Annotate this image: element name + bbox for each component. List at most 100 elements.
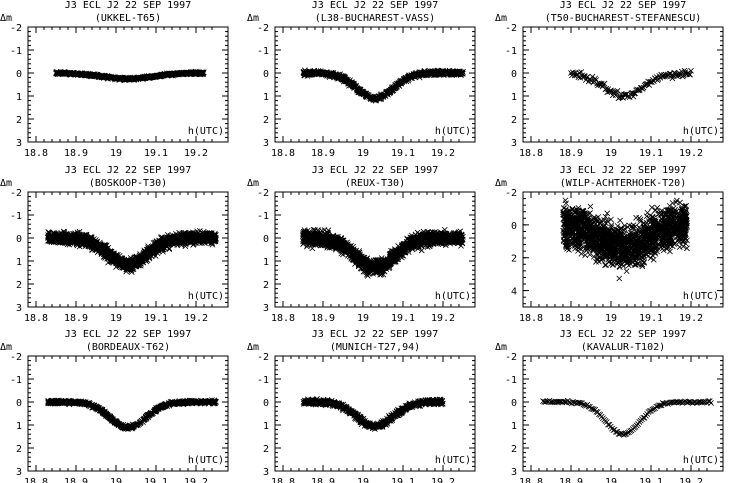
data-point [63, 71, 69, 78]
data-point [324, 71, 331, 77]
data-point [578, 69, 585, 75]
panel-title: J3 ECL J2 22 SEP 1997 [312, 0, 438, 11]
data-point [384, 89, 391, 96]
y-tick-label: 3 [511, 138, 517, 149]
data-point [343, 77, 350, 84]
x-tick-label: 19 [605, 148, 617, 159]
x-tick-label: 19.1 [144, 148, 168, 159]
data-point [303, 71, 310, 78]
panel-subtitle: (REUX-T30) [345, 178, 405, 189]
x-tick-label: 18.9 [311, 313, 335, 324]
data-point [687, 71, 693, 78]
data-point [354, 85, 360, 91]
data-point [444, 70, 451, 76]
data-point [178, 70, 185, 76]
data-points [45, 227, 219, 276]
x-axis-label: h(UTC) [188, 291, 224, 302]
x-tick-label: 19.2 [431, 148, 455, 159]
panel-title: J3 ECL J2 22 SEP 1997 [560, 0, 686, 11]
data-point [622, 91, 628, 98]
data-point [101, 74, 108, 80]
data-point [199, 71, 205, 78]
plot-frame [27, 26, 229, 143]
y-tick-label: -2 [505, 23, 517, 34]
data-point [662, 73, 668, 80]
panel-1: J3 ECL J2 22 SEP 1997 (UKKEL-T65) Δm-2 -1 0 1… [0, 0, 229, 159]
plot-frame [274, 26, 476, 143]
y-tick-label: 0 [16, 69, 22, 80]
data-point [53, 70, 60, 77]
data-points [300, 226, 466, 279]
y-tick-label: -1 [10, 46, 22, 57]
panel-title: J3 ECL J2 22 SEP 1997 [65, 0, 191, 11]
data-point [309, 69, 316, 76]
x-axis-label: h(UTC) [435, 291, 471, 302]
data-point [337, 73, 343, 80]
data-point [359, 90, 366, 97]
data-point [584, 73, 591, 80]
panel-5: J3 ECL J2 22 SEP 1997(REUX-T30)Δm-2-1012… [247, 165, 476, 324]
x-tick-label: 19.2 [184, 148, 208, 159]
panel-subtitle: (UKKEL-T65) [95, 13, 161, 24]
x-tick-label: 19 [110, 313, 122, 324]
panel-title: J3 ECL J2 22 SEP 1997 [312, 165, 438, 176]
x-tick-label: 19 [357, 148, 369, 159]
y-axis-label: Δm [0, 13, 12, 24]
data-point [89, 73, 96, 80]
panel-title: J3 ECL J2 22 SEP 1997 [65, 165, 191, 176]
y-tick-label: 1 [511, 92, 517, 103]
data-point [686, 71, 693, 78]
y-tick-label: -1 [257, 211, 269, 222]
data-point [432, 72, 439, 78]
x-tick-label: 18.9 [311, 148, 335, 159]
data-points [300, 67, 466, 104]
data-point [419, 69, 425, 76]
x-axis-label: h(UTC) [435, 126, 471, 137]
data-point [403, 76, 409, 83]
y-tick-label: 0 [511, 69, 517, 80]
data-point [424, 72, 431, 78]
panel-3: J3 ECL J2 22 SEP 1997 (T50-BUCHAREST-STEF… [495, 0, 724, 159]
x-tick-label: 19.1 [391, 148, 415, 159]
x-tick-label: 18.8 [271, 148, 295, 159]
x-tick-label: 19.2 [184, 313, 208, 324]
y-tick-label: -1 [10, 211, 22, 222]
x-tick-label: 18.9 [64, 313, 88, 324]
y-tick-label: 0 [263, 69, 269, 80]
y-tick-label: -2 [257, 188, 269, 199]
data-point [177, 70, 184, 77]
y-tick-label: 2 [511, 115, 517, 126]
data-points [568, 67, 694, 102]
x-tick-label: 19.1 [639, 148, 663, 159]
data-point [320, 71, 326, 78]
plot-frame [274, 191, 476, 308]
data-point [119, 74, 126, 81]
panel-subtitle: (T50-BUCHAREST-STEFANESCU) [545, 13, 702, 24]
data-point [83, 71, 90, 78]
data-points [53, 68, 207, 83]
x-tick-label: 19 [357, 313, 369, 324]
x-tick-label: 19.2 [679, 148, 703, 159]
data-point [397, 80, 404, 87]
data-point [171, 71, 178, 77]
data-point [343, 76, 350, 83]
y-tick-label: 1 [16, 257, 22, 268]
x-tick-label: 18.8 [24, 148, 48, 159]
x-axis-label: h(UTC) [683, 126, 719, 137]
y-tick-label: 2 [263, 115, 269, 126]
data-point [301, 69, 307, 76]
y-tick-label: -2 [10, 188, 22, 199]
data-point [398, 78, 405, 85]
x-tick-label: 18.9 [559, 148, 583, 159]
data-point [688, 67, 694, 74]
plot-frame [27, 191, 229, 308]
data-point [189, 70, 196, 77]
data-point [601, 80, 608, 87]
data-point [308, 71, 315, 77]
data-point [408, 72, 415, 78]
data-point [349, 80, 355, 87]
data-point [315, 68, 322, 74]
panel-4: J3 ECL J2 22 SEP 1997 (BOSKOOP-T30) Δm-2 -1… [0, 165, 229, 324]
data-point [146, 75, 152, 82]
